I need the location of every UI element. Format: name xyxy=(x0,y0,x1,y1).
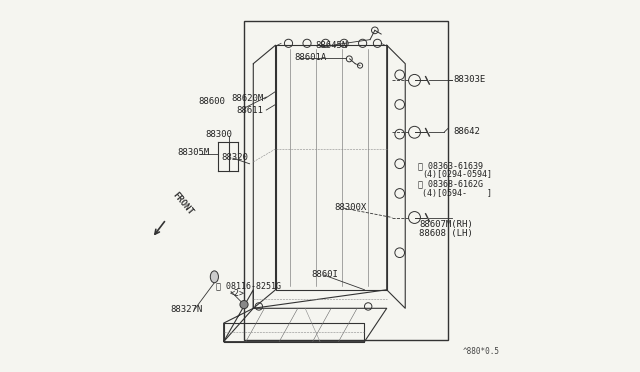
Text: (4)[0594-    ]: (4)[0594- ] xyxy=(422,189,492,198)
Text: ^880*0.5: ^880*0.5 xyxy=(463,347,500,356)
Text: 88608 (LH): 88608 (LH) xyxy=(419,228,473,238)
Text: (4)[0294-0594]: (4)[0294-0594] xyxy=(422,170,492,179)
Text: 8860I: 8860I xyxy=(312,270,339,279)
Text: 88300X: 88300X xyxy=(335,203,367,212)
Ellipse shape xyxy=(211,271,218,283)
Bar xyxy=(244,21,448,340)
Text: FRONT: FRONT xyxy=(171,190,195,217)
Text: 88600: 88600 xyxy=(198,97,225,106)
Text: 88327N: 88327N xyxy=(170,305,202,314)
Text: Ⓑ 08116-8251G: Ⓑ 08116-8251G xyxy=(216,282,281,291)
Text: <2>: <2> xyxy=(229,289,244,298)
Text: 88305M: 88305M xyxy=(177,148,209,157)
Text: Ⓢ 08363-61639: Ⓢ 08363-61639 xyxy=(418,161,483,170)
Text: 88320: 88320 xyxy=(222,153,249,161)
Text: 88607M(RH): 88607M(RH) xyxy=(419,221,473,230)
Text: Ⓢ 08368-6162G: Ⓢ 08368-6162G xyxy=(418,180,483,189)
Text: 88642: 88642 xyxy=(453,126,480,136)
Circle shape xyxy=(240,301,248,309)
Text: 88611: 88611 xyxy=(236,106,263,115)
Text: 88601A: 88601A xyxy=(294,52,326,61)
Text: 88620M: 88620M xyxy=(232,94,264,103)
Text: 88645N: 88645N xyxy=(315,41,348,51)
Text: 88300: 88300 xyxy=(205,129,232,139)
Text: 88303E: 88303E xyxy=(453,75,486,84)
